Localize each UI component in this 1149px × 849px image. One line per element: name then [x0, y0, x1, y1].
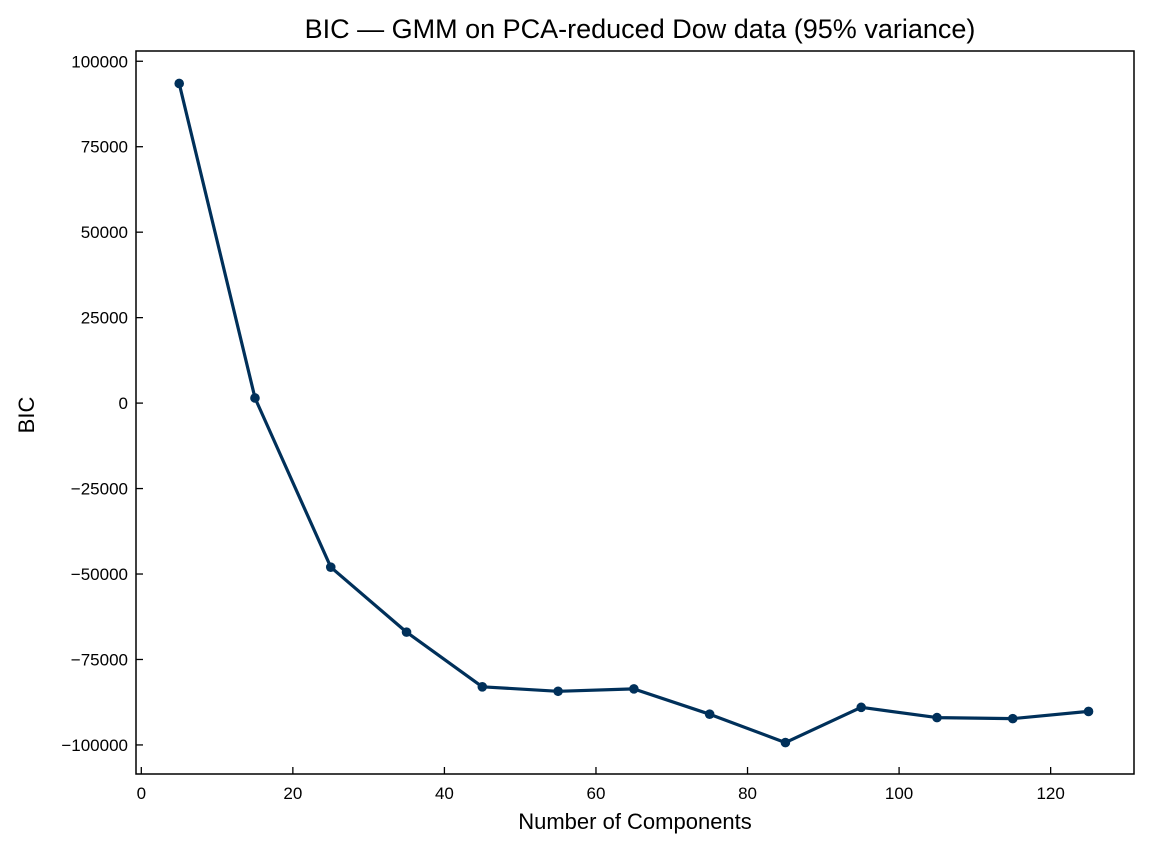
chart-title: BIC — GMM on PCA-reduced Dow data (95% v… [305, 14, 976, 44]
data-point [1083, 706, 1094, 717]
data-point [704, 709, 715, 719]
data-point [477, 682, 488, 692]
y-tick-label: 25000 [81, 309, 128, 328]
data-point [1007, 713, 1018, 724]
x-axis-ticks: 0 20 40 60 80 100 120 [137, 767, 1065, 803]
x-tick-label: 20 [283, 784, 302, 803]
x-tick-label: 40 [435, 784, 454, 803]
y-tick-label: 75000 [81, 138, 128, 157]
data-point [250, 393, 260, 403]
x-tick-label: 120 [1036, 784, 1064, 803]
data-point [932, 712, 942, 723]
data-point [174, 78, 184, 89]
data-point [780, 737, 791, 748]
y-tick-label: 100000 [71, 52, 128, 71]
y-tick-label: 50000 [81, 223, 128, 242]
y-tick-label: −75000 [71, 650, 128, 669]
series-line [177, 83, 1089, 745]
data-point [856, 702, 866, 713]
y-axis-label: BIC [14, 397, 39, 434]
y-axis-ticks: 100000 75000 50000 25000 0 −25000 −50000 −75000… [61, 52, 143, 755]
series-layer [174, 78, 1094, 748]
x-tick-label: 100 [885, 784, 913, 803]
y-tick-label: −100000 [61, 736, 128, 755]
data-point [629, 684, 639, 694]
x-tick-label: 60 [587, 784, 606, 803]
y-tick-label: −25000 [71, 480, 128, 499]
x-axis-label: Number of Components [518, 809, 752, 834]
x-tick-label: 0 [137, 784, 146, 803]
data-point [401, 627, 412, 637]
y-tick-label: 0 [119, 394, 128, 413]
data-point [325, 562, 336, 572]
data-point [553, 686, 563, 697]
plot-area: 0 20 40 60 80 100 120 100000 75000 50000 25000 0 −2… [61, 50, 1135, 803]
y-tick-label: −50000 [71, 565, 128, 584]
axes-frame [135, 50, 1135, 775]
x-tick-label: 80 [738, 784, 757, 803]
